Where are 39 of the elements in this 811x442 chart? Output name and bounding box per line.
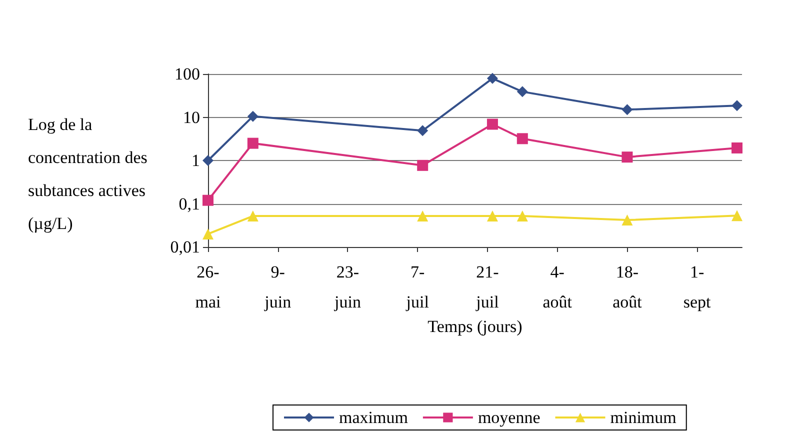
legend-label: maximum (339, 408, 408, 427)
y-tick-label: 1 (192, 151, 200, 170)
x-tick-label: 1- sept (683, 262, 712, 312)
point (516, 133, 528, 144)
point (516, 210, 528, 222)
point (417, 160, 428, 171)
y-tick-label: 100 (174, 64, 200, 84)
point (247, 210, 258, 222)
point (202, 155, 214, 166)
y-tick-label: 0,01 (170, 238, 200, 256)
point (202, 194, 214, 206)
legend-label: moyenne (478, 408, 540, 427)
point (486, 118, 498, 130)
y-axis-title: Log de la concentration des subtances actives (µg/L) (28, 115, 152, 233)
x-tick-label: 4- août (542, 262, 572, 312)
point (732, 100, 743, 112)
y-tick-label: 10 (183, 108, 200, 127)
point (622, 214, 633, 226)
x-tick-label: 26- mai (195, 262, 222, 312)
x-tick-label: 7- juil (405, 262, 430, 312)
y-tick-label: 0,1 (178, 194, 200, 214)
point (247, 138, 258, 149)
x-tick-label: 23- juin (334, 262, 362, 312)
point (202, 228, 214, 240)
x-tick-label: 21- juil (475, 262, 500, 312)
point (622, 104, 633, 116)
legend-label: minimum (610, 408, 676, 427)
point (622, 152, 633, 163)
x-tick-label: 18- août (612, 262, 642, 312)
point (417, 210, 428, 222)
point (486, 72, 498, 84)
point (247, 110, 258, 122)
point (732, 142, 743, 154)
point (486, 210, 498, 222)
point (732, 210, 743, 222)
x-axis-title: Temps (jours) (428, 316, 522, 336)
x-tick-label: 9- juin (264, 262, 292, 312)
point (516, 86, 528, 98)
point (417, 125, 428, 136)
